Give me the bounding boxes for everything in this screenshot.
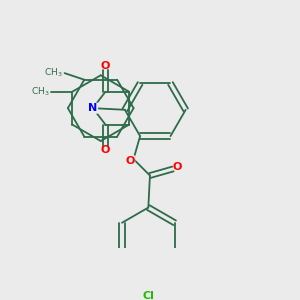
Text: N: N bbox=[88, 103, 98, 113]
Text: CH$_3$: CH$_3$ bbox=[31, 85, 49, 98]
Text: CH$_3$: CH$_3$ bbox=[44, 66, 62, 79]
Text: O: O bbox=[101, 61, 110, 71]
Text: O: O bbox=[172, 162, 182, 172]
Text: O: O bbox=[101, 145, 110, 155]
Text: Cl: Cl bbox=[142, 291, 154, 300]
Text: O: O bbox=[126, 156, 135, 166]
